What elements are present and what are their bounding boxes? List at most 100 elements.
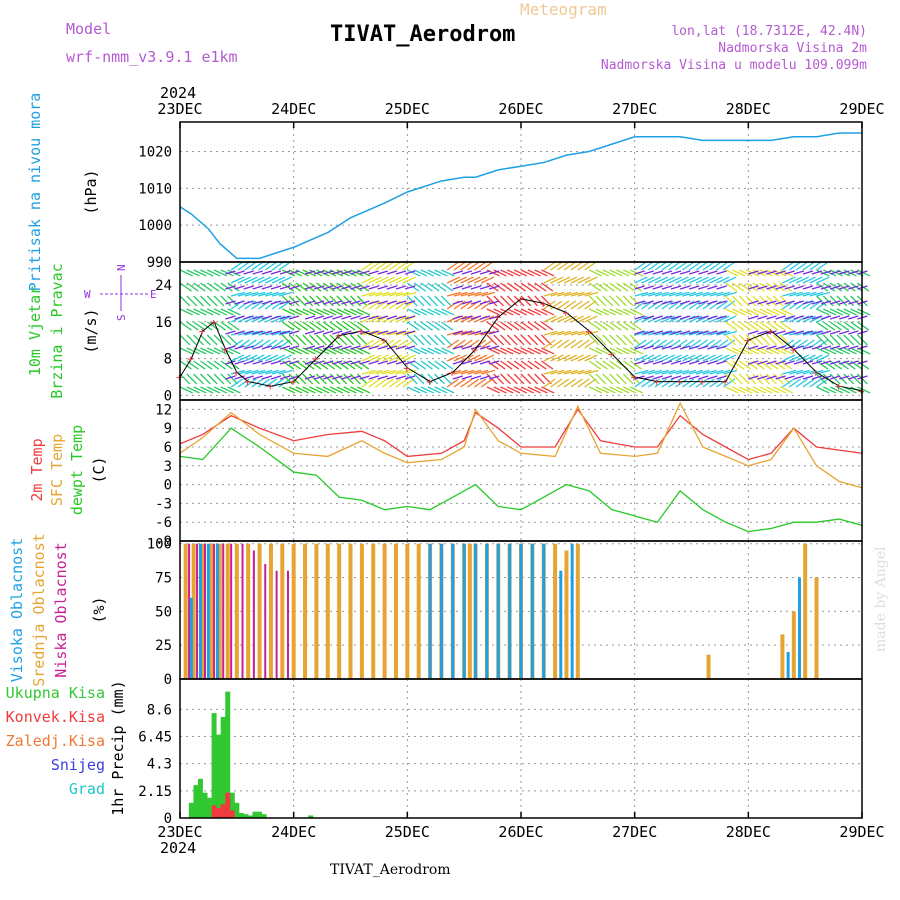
wind-arrow (368, 354, 382, 362)
wind-arrow (332, 330, 343, 335)
wind-arrow (386, 300, 398, 305)
wind-arrow (227, 308, 241, 316)
wind-arrow (234, 270, 245, 275)
wind-marker: + (767, 325, 774, 338)
wind-arrow (543, 291, 558, 297)
wind-arrow (588, 360, 602, 370)
wind-arrow (420, 386, 434, 394)
series-line-pressure (179, 132, 862, 260)
wind-arrow (368, 345, 379, 350)
wind-arrow (748, 375, 759, 380)
wind-arrow (702, 369, 717, 375)
wind-arrow (206, 334, 218, 346)
wind-arrow (395, 291, 410, 297)
wind-arrow (766, 330, 777, 335)
wind-arrow (857, 308, 871, 316)
wind-arrow (295, 282, 308, 292)
cloud-bar (314, 543, 319, 679)
wind-arrow (634, 330, 645, 335)
wind-arrow (695, 276, 710, 284)
wind-arrow (377, 270, 388, 275)
wind-arrow (661, 339, 674, 349)
wind-arrow (481, 369, 495, 375)
wind-arrow (784, 315, 795, 320)
wind-arrow (550, 354, 564, 362)
wind-arrow (288, 270, 300, 275)
wind-arrow (836, 321, 849, 331)
wind-marker: + (312, 353, 319, 366)
wind-arrow (675, 276, 689, 284)
wind-arrow (857, 360, 870, 370)
cloud-bar (508, 543, 512, 679)
cloud-bar (325, 543, 330, 679)
cloud-bar (191, 543, 196, 679)
wind-arrow (793, 330, 804, 335)
wind-arrow (359, 300, 370, 305)
wind-arrow (616, 347, 630, 355)
wind-arrow (745, 347, 760, 355)
precip-bar (202, 792, 208, 818)
wind-arrow (541, 308, 555, 316)
wind-arrow (602, 360, 615, 370)
wind-arrow (848, 300, 859, 305)
wind-arrow (602, 373, 614, 385)
wind-arrow (386, 345, 398, 350)
compass-w: W (84, 288, 91, 301)
precip-bar (211, 713, 217, 818)
wind-arrow (748, 360, 759, 365)
wind-arrow (251, 369, 266, 375)
wind-arrow (634, 360, 645, 365)
wind-arrow (661, 291, 676, 297)
wind-arrow (541, 282, 554, 292)
wind-arrow (577, 291, 592, 297)
wind-arrow (488, 330, 500, 335)
wind-arrow (757, 360, 768, 365)
precip-bar (229, 810, 235, 818)
wind-arrow (488, 270, 500, 275)
wind-arrow (406, 373, 418, 385)
wind-marker: + (358, 325, 365, 338)
wind-arrow (534, 282, 547, 292)
wind-arrow (811, 315, 823, 320)
wind-arrow (460, 330, 475, 336)
wind-marker: + (835, 380, 842, 393)
yunit-pressure: (hPa) (82, 169, 100, 214)
wind-arrow (732, 347, 746, 355)
cloud-bar (188, 543, 191, 679)
wind-arrow (622, 295, 634, 307)
wind-arrow (543, 378, 556, 388)
wind-arrow (243, 330, 254, 335)
wind-arrow (829, 269, 844, 277)
wind-arrow (857, 321, 870, 331)
wind-arrow (258, 378, 271, 388)
wind-arrow (584, 315, 598, 323)
wind-arrow (252, 285, 263, 290)
time-tick-bottom-26DEC: 26DEC (498, 823, 543, 841)
wind-arrow (227, 386, 241, 394)
wind-arrow (848, 315, 859, 320)
precip-bar (261, 814, 267, 818)
wind-arrow (413, 373, 425, 385)
wind-arrow (716, 330, 727, 335)
wind-arrow (402, 354, 416, 362)
wind-arrow (789, 369, 803, 375)
wind-arrow (716, 276, 730, 284)
wind-arrow (848, 270, 859, 275)
wind-arrow (757, 300, 768, 305)
wind-arrow (461, 345, 473, 350)
wind-arrow (709, 339, 722, 349)
wind-arrow (220, 308, 234, 316)
wind-arrow (427, 334, 439, 346)
wind-arrow (802, 378, 815, 388)
cloud-bar (183, 543, 188, 679)
cloud-bar (780, 634, 785, 679)
wind-arrow (839, 285, 850, 290)
wind-marker: + (187, 353, 194, 366)
wind-arrow (723, 315, 737, 323)
wind-arrow (507, 269, 521, 277)
wind-arrow (616, 269, 630, 277)
wind-arrow (795, 369, 810, 375)
wind-arrow (452, 270, 463, 275)
wind-arrow (270, 345, 282, 350)
wind-arrow (329, 386, 344, 394)
